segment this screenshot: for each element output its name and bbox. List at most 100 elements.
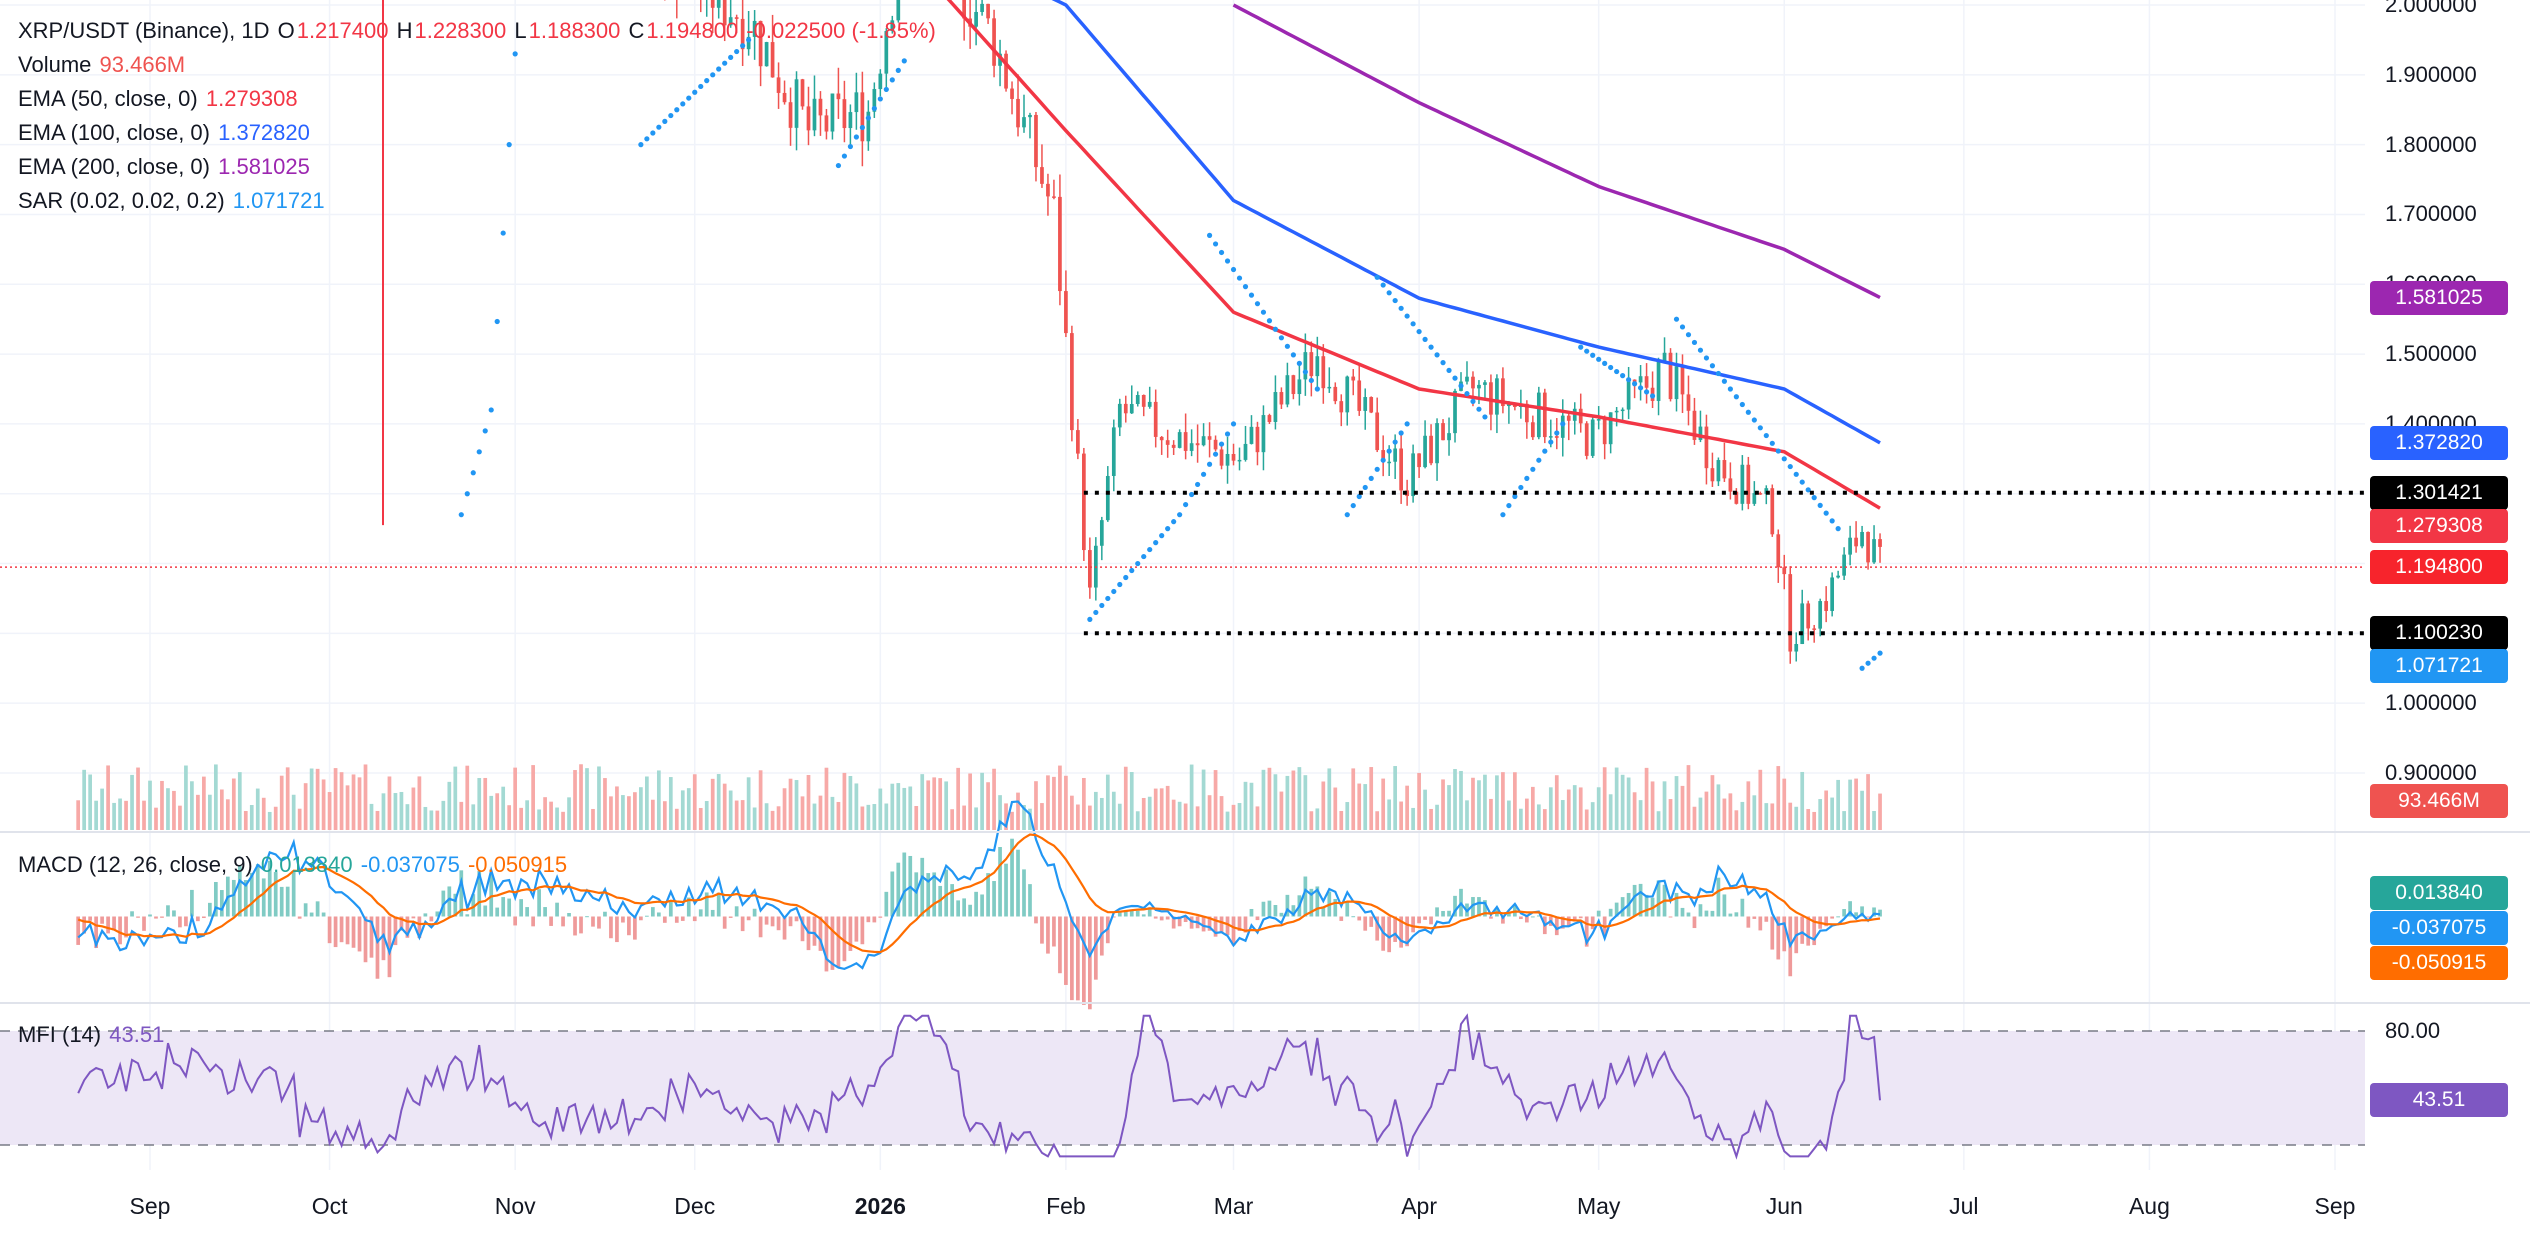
candle-body-116 — [770, 42, 775, 78]
macd-hist-bar-159 — [1028, 884, 1032, 917]
macd-hist-bar-173 — [1111, 916, 1116, 918]
macd-hist-bar-89 — [609, 916, 613, 939]
pane-separator-macd[interactable] — [0, 831, 2530, 833]
volume-bar-69 — [489, 795, 494, 830]
pane-separator-mfi[interactable] — [0, 1002, 2530, 1004]
sar-dot-6 — [1446, 367, 1452, 373]
macd-hist-bar-234 — [1477, 897, 1481, 917]
legend-sar-row[interactable]: SAR (0.02, 0.02, 0.2) 1.071721 — [18, 184, 938, 218]
candle-body-118 — [782, 92, 787, 103]
volume-bar-251 — [1578, 787, 1583, 830]
volume-bar-37 — [297, 808, 302, 830]
volume-bar-148 — [962, 805, 966, 830]
candle-body-191 — [1219, 449, 1224, 466]
macd-hist-bar-12 — [148, 914, 152, 917]
volume-bar-194 — [1237, 803, 1242, 830]
volume-bar-266 — [1668, 799, 1673, 830]
macd-hist-bar-285 — [1782, 916, 1787, 952]
legend-ema100-row[interactable]: EMA (100, close, 0) 1.372820 — [18, 116, 938, 150]
volume-bar-298 — [1860, 790, 1864, 830]
volume-bar-258 — [1620, 774, 1625, 830]
macd-hist-bar-295 — [1842, 909, 1846, 917]
volume-bar-192 — [1225, 811, 1230, 830]
macd-hist-bar-284 — [1776, 916, 1781, 960]
volume-bar-3 — [94, 800, 98, 830]
volume-bar-220 — [1393, 766, 1398, 830]
volume-bar-24 — [219, 789, 224, 830]
volume-bar-98 — [662, 801, 667, 830]
volume-bar-257 — [1614, 767, 1619, 830]
horizontal-levels[interactable] — [0, 0, 2365, 636]
candle-body-160 — [1034, 114, 1038, 168]
macd-hist-bar-213 — [1351, 916, 1356, 918]
macd-hist-bar-251 — [1578, 916, 1583, 919]
volume-bar-33 — [273, 806, 278, 830]
macd-hist-bar-211 — [1339, 916, 1344, 921]
macd-hist-bar-205 — [1303, 876, 1308, 917]
legend-macd[interactable]: MACD (12, 26, close, 9) 0.013840 -0.0370… — [18, 848, 569, 882]
volume-bar-188 — [1201, 769, 1206, 830]
volume-bar-156 — [1010, 811, 1014, 830]
macd-hist-bar-3 — [94, 916, 98, 948]
sar-dot-3 — [1189, 491, 1195, 498]
volume-bar-99 — [668, 777, 673, 830]
candle-body-130 — [854, 92, 859, 113]
legend-ema200-row[interactable]: EMA (200, close, 0) 1.581025 — [18, 150, 938, 184]
macd-hist-bar-247 — [1554, 916, 1559, 936]
candle-body-266 — [1668, 352, 1673, 400]
volume-bar-114 — [758, 770, 763, 830]
sar-dot-3 — [1165, 526, 1171, 532]
sar-dot-3 — [1218, 441, 1225, 447]
volume-bar-279 — [1746, 781, 1751, 830]
volume-bar-124 — [818, 795, 823, 830]
candle-body-207 — [1315, 356, 1320, 377]
volume-bar-191 — [1219, 796, 1224, 830]
volume-bar-119 — [788, 778, 793, 830]
macd-hist-bar-132 — [866, 916, 871, 923]
volume-bar-244 — [1536, 804, 1541, 830]
candle-body-192 — [1225, 453, 1230, 466]
volume-bar-80 — [555, 807, 559, 830]
volume-bar-157 — [1016, 792, 1020, 830]
candle-body-202 — [1285, 375, 1290, 405]
volume-bar-255 — [1602, 767, 1607, 830]
sar-dot-5 — [1362, 484, 1368, 491]
volume-bar-5 — [106, 765, 110, 830]
symbol-title[interactable]: XRP/USDT (Binance), 1D — [18, 18, 270, 43]
candle-body-203 — [1291, 375, 1296, 395]
macd-hist-bar-106 — [710, 909, 715, 917]
candle-body-247 — [1554, 436, 1559, 438]
volume-bar-168 — [1082, 777, 1086, 830]
macd-hist-bar-183 — [1171, 916, 1176, 929]
macd-hist-bar-257 — [1614, 902, 1619, 917]
volume-bar-195 — [1243, 781, 1248, 830]
legend-mfi[interactable]: MFI (14) 43.51 — [18, 1018, 166, 1052]
sar-dot-8 — [1614, 368, 1620, 375]
volume-bar-290 — [1812, 811, 1817, 830]
volume-bar-198 — [1261, 769, 1266, 830]
volume-bar-84 — [579, 764, 583, 830]
volume-bar-254 — [1596, 787, 1601, 830]
candle-body-223 — [1411, 453, 1415, 497]
legend-symbol-row[interactable]: XRP/USDT (Binance), 1D O1.217400 H1.2283… — [18, 14, 938, 48]
macd-hist-bar-131 — [860, 916, 865, 945]
legend-ema50-row[interactable]: EMA (50, close, 0) 1.279308 — [18, 82, 938, 116]
sar-dot-2 — [865, 115, 871, 121]
macd-hist-bar-151 — [980, 894, 984, 917]
volume-bar-123 — [812, 803, 817, 830]
volume-bar-11 — [142, 800, 146, 830]
volume-bar-208 — [1321, 781, 1326, 830]
volume-bar-42 — [327, 792, 332, 830]
macd-hist-bar-98 — [662, 916, 667, 923]
macd-hist-bar-241 — [1519, 916, 1523, 920]
ema50-value: 1.279308 — [205, 86, 298, 111]
candle-body-258 — [1620, 409, 1625, 412]
legend-volume-row[interactable]: Volume 93.466M — [18, 48, 938, 82]
macd-hist-bar-275 — [1722, 894, 1727, 917]
mfi-pane — [77, 1013, 1881, 1160]
candle-body-208 — [1321, 356, 1326, 389]
sar-dot-4 — [1248, 292, 1255, 298]
candle-body-210 — [1333, 386, 1338, 402]
candle-body-132 — [866, 111, 871, 142]
